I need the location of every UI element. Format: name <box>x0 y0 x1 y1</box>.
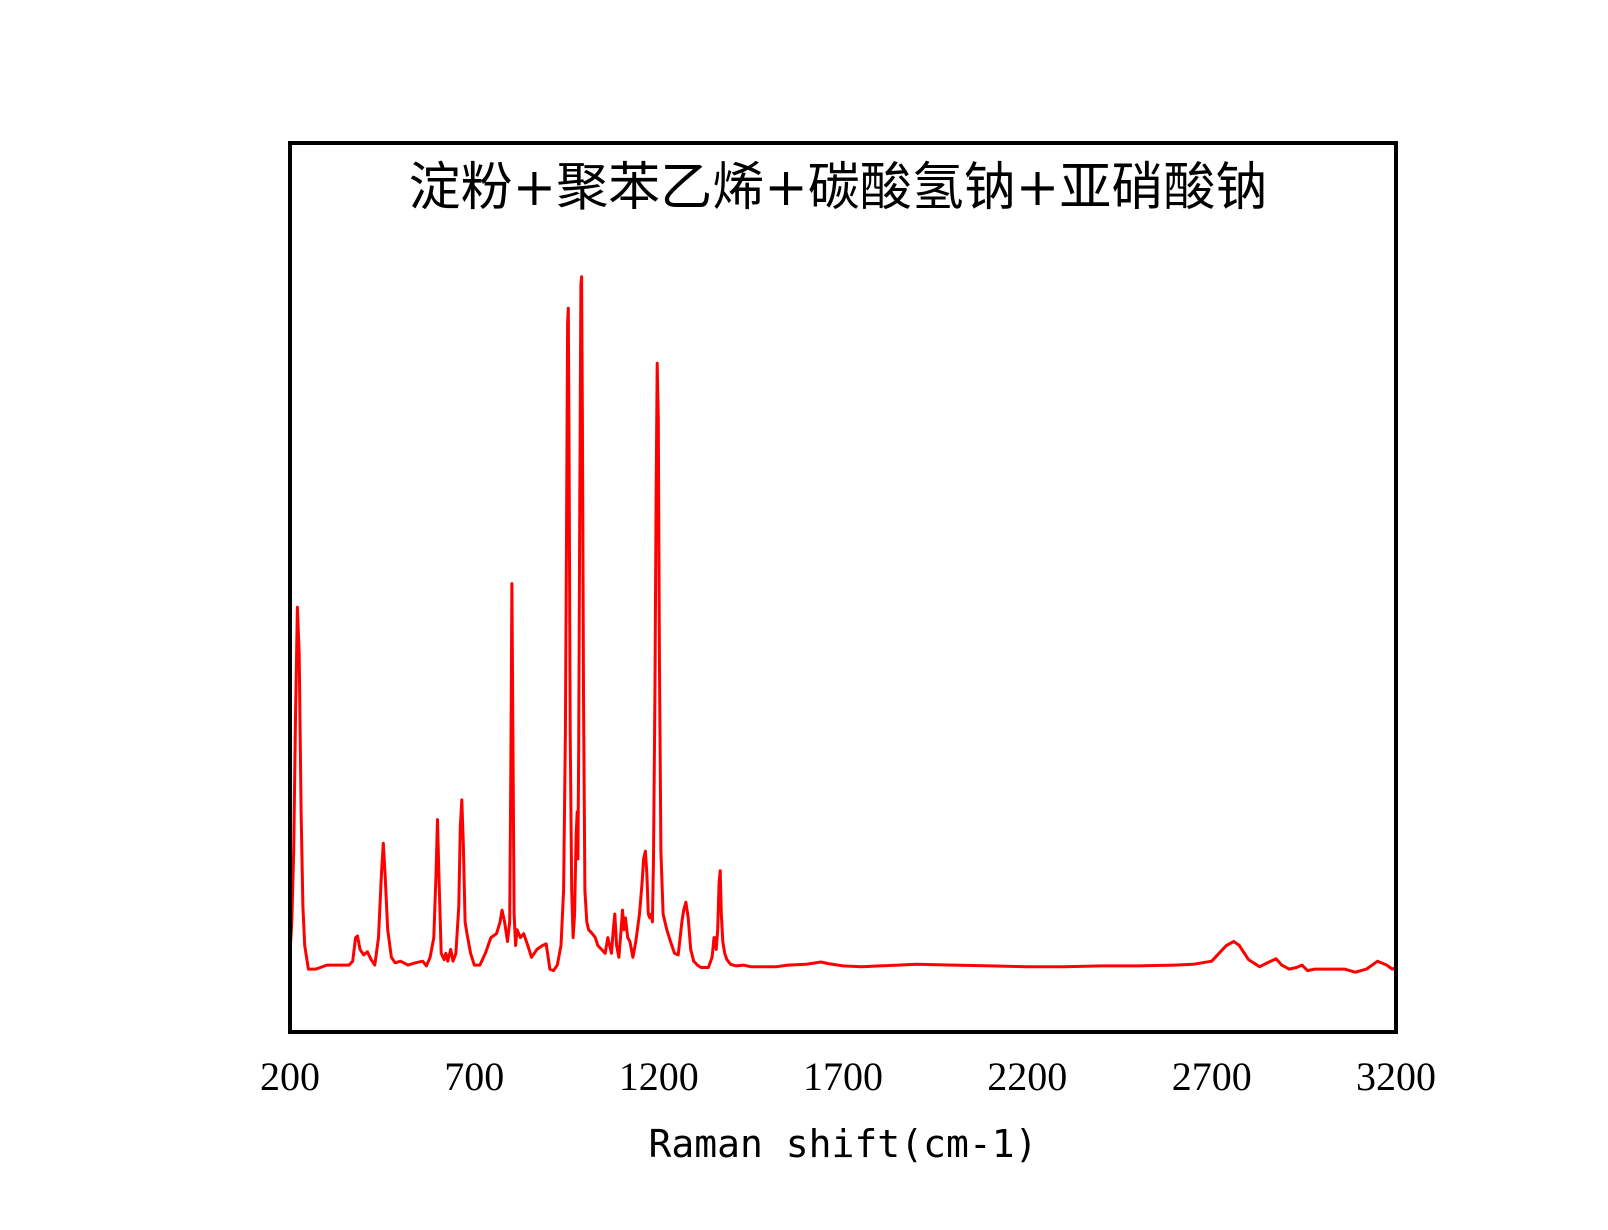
series-layer <box>288 275 1397 974</box>
x-tick-label: 1700 <box>803 1054 883 1099</box>
x-tick-label: 1200 <box>619 1054 699 1099</box>
x-tick-label: 200 <box>260 1054 320 1099</box>
x-tick-label: 700 <box>444 1054 504 1099</box>
x-axis-label: Raman shift(cm-1) <box>649 1122 1038 1166</box>
chart-title: 淀粉+聚苯乙烯+碳酸氢钠+亚硝酸钠 <box>409 158 1268 218</box>
x-tick-label: 2700 <box>1172 1054 1252 1099</box>
series-line-0 <box>288 275 1397 974</box>
x-tick-label: 2200 <box>987 1054 1067 1099</box>
plot-frame <box>288 141 1398 1034</box>
x-tick-label: 3200 <box>1356 1054 1436 1099</box>
x-tick-labels: 200 700 1200 1700 2200 2700 3200 <box>260 1054 1436 1099</box>
